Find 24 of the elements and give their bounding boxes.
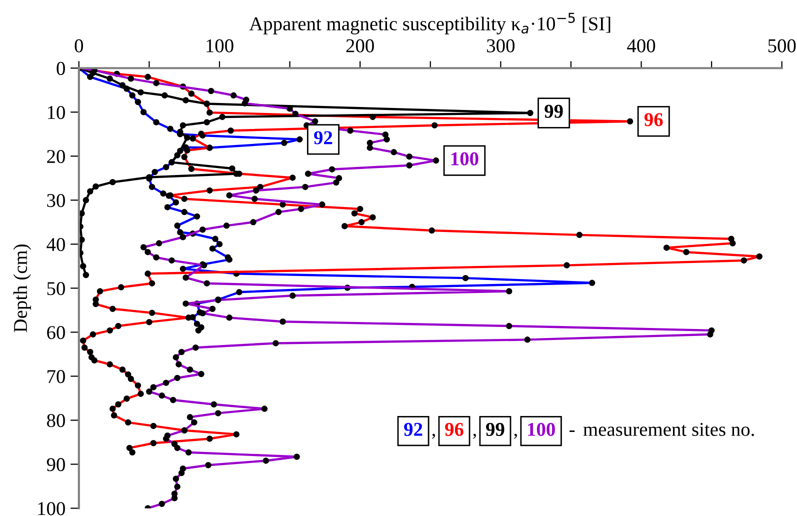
y-tick-label: 100 [38,502,65,516]
y-tick-label: 30 [47,194,65,208]
x-axis-title: Apparent magnetic susceptibility κ$_{a}$·10$^{−5}$ [SI] [249,12,610,34]
x-tick-label: 500 [768,39,796,52]
x-tick-label: 300 [487,39,515,52]
annotation: 100 [451,152,478,166]
y-tick-label: 20 [47,150,65,164]
y-tick-label: 10 [48,106,65,120]
y-tick-label: 60 [47,326,65,340]
text: 92, 96, 99, 100 - measurement sites no. [404,422,754,439]
y-tick-label: 50 [47,282,65,296]
x-tick-label: 200 [346,39,374,52]
y-tick-label: 0 [56,62,65,76]
annotation: 92 [314,131,332,144]
y-tick-label: 70 [48,370,65,384]
y-tick-label: 90 [46,458,65,472]
x-tick-label: 0 [74,39,84,52]
y-tick-label: 40 [46,238,65,252]
x-tick-label: 400 [627,39,656,52]
x-tick-label: 100 [206,39,234,52]
y-tick-label: 80 [47,414,65,428]
annotation: 96 [644,113,663,126]
annotation: 99 [544,104,563,118]
y-axis-title: Depth (cm) [13,244,31,332]
